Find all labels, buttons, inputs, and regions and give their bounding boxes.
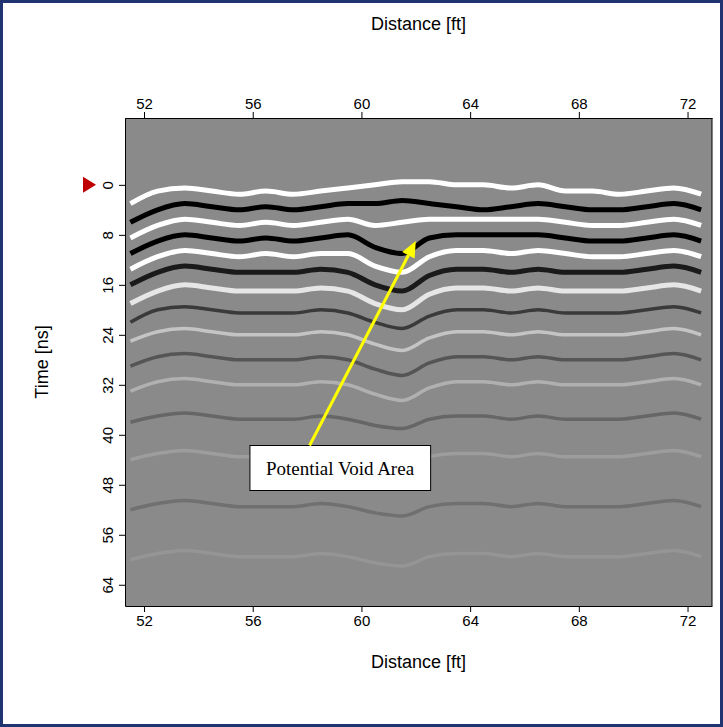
tick-mark <box>579 112 580 118</box>
x-axis-bottom: 52 56 60 64 68 72 <box>126 606 713 629</box>
tick: 68 <box>571 606 588 629</box>
tick: 64 <box>462 95 479 118</box>
reflector-band <box>130 219 701 238</box>
plot-frame <box>712 118 713 606</box>
tick-label: 40 <box>99 427 116 444</box>
tick: 52 <box>136 606 153 629</box>
tick: 40 <box>99 427 125 444</box>
reflectors <box>130 182 701 566</box>
tick-mark <box>253 112 254 118</box>
tick-label: 68 <box>571 95 588 112</box>
tick: 56 <box>245 606 262 629</box>
tick-label: 60 <box>354 612 371 629</box>
tick: 24 <box>99 327 125 344</box>
tick: 48 <box>99 477 125 494</box>
reflector-band <box>130 550 701 566</box>
tick-label: 56 <box>245 612 262 629</box>
annotation-arrow <box>310 255 409 445</box>
tick-label: 8 <box>99 231 116 239</box>
tick-label: 56 <box>245 95 262 112</box>
tick-label: 72 <box>680 612 697 629</box>
tick-label: 16 <box>99 277 116 294</box>
tick-mark <box>119 585 125 586</box>
y-axis: 0 8 16 24 32 40 48 56 64 <box>99 119 126 607</box>
tick: 64 <box>462 606 479 629</box>
annotation-arrowhead <box>402 241 416 258</box>
tick-mark <box>119 185 125 186</box>
tick-mark <box>688 112 689 118</box>
tick-label: 64 <box>99 577 116 594</box>
tick-label: 52 <box>136 95 153 112</box>
axis-title: Time [ns] <box>32 325 52 398</box>
tick-mark <box>119 285 125 286</box>
tick-mark <box>119 385 125 386</box>
tick-mark <box>470 112 471 118</box>
tick-label: 0 <box>99 181 116 189</box>
reflector-band <box>130 379 701 401</box>
reflector-band <box>130 329 701 351</box>
tick-mark <box>119 535 125 536</box>
tick-label: 52 <box>136 612 153 629</box>
reflector-band <box>130 285 701 310</box>
tick-label: 68 <box>571 612 588 629</box>
annotation: Potential Void Area <box>250 241 431 490</box>
tick-mark <box>361 112 362 118</box>
tick: 56 <box>99 527 125 544</box>
reflector-band <box>130 413 701 429</box>
tick: 60 <box>354 95 371 118</box>
reflector-band <box>130 500 701 516</box>
annotation-box <box>250 446 431 491</box>
tick-mark <box>119 435 125 436</box>
tick-label: 60 <box>354 95 371 112</box>
figure-frame <box>2 2 722 726</box>
tick-mark <box>119 335 125 336</box>
reflector-band <box>130 307 701 329</box>
tick: 0 <box>99 181 125 189</box>
axis-title: Distance [ft] <box>371 652 466 672</box>
axis-line <box>126 118 713 119</box>
tick-label: 72 <box>680 95 697 112</box>
annotation-text: Potential Void Area <box>266 458 415 479</box>
tick: 60 <box>354 606 371 629</box>
tick: 52 <box>136 95 153 118</box>
tick: 68 <box>571 95 588 118</box>
time-zero-marker <box>83 177 96 193</box>
tick: 64 <box>99 577 125 594</box>
tick: 16 <box>99 277 125 294</box>
tick: 32 <box>99 377 125 394</box>
tick: 72 <box>680 606 697 629</box>
reflector-band <box>130 235 701 254</box>
tick-label: 32 <box>99 377 116 394</box>
tick-label: 48 <box>99 477 116 494</box>
tick-label: 24 <box>99 327 116 344</box>
plot-background <box>125 118 712 606</box>
chart: 52 56 60 64 68 72 52 56 60 64 68 72 0 8 16 24 32 40 48 56 64… <box>0 0 723 727</box>
axis-title: Distance [ft] <box>371 14 466 34</box>
tick-mark <box>119 235 125 236</box>
tick-label: 64 <box>462 95 479 112</box>
axis-line <box>126 606 713 607</box>
tick: 56 <box>245 95 262 118</box>
tick-mark <box>119 485 125 486</box>
tick-mark <box>144 112 145 118</box>
tick-label: 56 <box>99 527 116 544</box>
reflector-band <box>130 354 701 376</box>
x-axis-top: 52 56 60 64 68 72 <box>126 95 713 119</box>
tick: 72 <box>680 95 697 118</box>
tick: 8 <box>99 231 125 239</box>
tick-label: 64 <box>462 612 479 629</box>
axis-line <box>125 119 126 607</box>
